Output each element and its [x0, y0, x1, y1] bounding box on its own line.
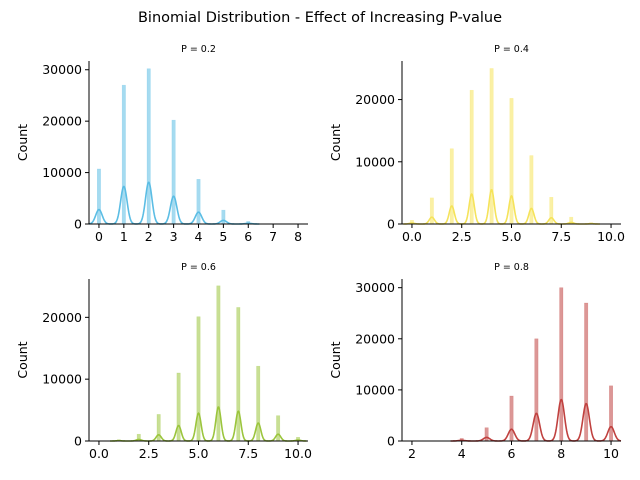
bar: [509, 395, 514, 442]
x-tick-label: 8: [557, 446, 565, 461]
panel-title: P = 0.6: [181, 262, 216, 273]
bar: [256, 365, 261, 442]
bar: [196, 316, 201, 442]
bar: [469, 89, 474, 225]
x-tick-label: 8: [294, 229, 302, 244]
bar: [509, 98, 514, 225]
y-axis-label: Count: [328, 341, 343, 378]
x-tick-label: 10: [603, 446, 619, 461]
y-tick-label: 20000: [355, 331, 395, 346]
y-axis-label: Count: [15, 124, 30, 161]
y-tick-label: 10000: [355, 382, 395, 397]
y-tick-label: 20000: [42, 114, 82, 129]
bar: [236, 307, 241, 442]
bar: [276, 415, 281, 442]
bar: [97, 168, 101, 225]
x-tick-label: 10.0: [284, 446, 312, 461]
x-tick-label: 6: [508, 446, 516, 461]
x-tick-label: 0.0: [89, 446, 109, 461]
bar: [609, 385, 613, 442]
x-tick-label: 10.0: [597, 229, 625, 244]
x-tick-label: 5.0: [189, 446, 209, 461]
y-tick-label: 30000: [42, 62, 82, 77]
bar: [121, 84, 126, 225]
bar: [534, 338, 539, 442]
bar: [146, 68, 151, 225]
y-axis-label: Count: [328, 124, 343, 161]
x-tick-label: 0: [95, 229, 103, 244]
x-tick-label: 0.0: [402, 229, 422, 244]
bar: [584, 302, 589, 442]
y-tick-label: 20000: [42, 310, 82, 325]
y-tick-label: 0: [387, 434, 395, 449]
bar: [429, 197, 434, 225]
figure-title: Binomial Distribution - Effect of Increa…: [138, 10, 502, 26]
bar: [559, 287, 564, 442]
bar: [529, 155, 534, 225]
x-tick-label: 2: [408, 446, 416, 461]
bar: [549, 196, 554, 225]
bar: [489, 68, 494, 225]
x-tick-label: 5: [219, 229, 227, 244]
bar: [156, 414, 161, 442]
bar: [449, 148, 454, 225]
y-tick-label: 0: [74, 217, 82, 232]
x-tick-label: 2.5: [452, 229, 472, 244]
bar: [171, 119, 176, 225]
y-tick-label: 10000: [355, 154, 395, 169]
bar: [196, 179, 201, 225]
y-tick-label: 0: [387, 217, 395, 232]
x-tick-label: 4: [458, 446, 466, 461]
y-tick-label: 10000: [42, 372, 82, 387]
panel-p02: P = 0.2 0 1 2 3 4 5 6 7 8 0 10000 20000 30000 Count: [15, 44, 308, 244]
x-tick-label: 5.0: [502, 229, 522, 244]
panel-p08: P = 0.8 2 4 6 8 10 0 10000 20000 30000 Count: [328, 262, 622, 461]
x-tick-label: 2.5: [139, 446, 159, 461]
y-axis-label: Count: [15, 341, 30, 378]
bar: [221, 209, 226, 225]
panel-title: P = 0.4: [494, 44, 529, 55]
x-tick-label: 7.5: [238, 446, 258, 461]
bar: [484, 427, 489, 442]
x-tick-label: 1: [120, 229, 128, 244]
y-tick-label: 0: [74, 434, 82, 449]
x-tick-label: 6: [244, 229, 252, 244]
x-tick-label: 3: [170, 229, 178, 244]
x-tick-label: 4: [195, 229, 203, 244]
panel-title: P = 0.8: [494, 262, 529, 273]
y-tick-label: 10000: [42, 165, 82, 180]
y-tick-label: 20000: [355, 92, 395, 107]
x-tick-label: 7: [269, 229, 277, 244]
panel-title: P = 0.2: [181, 44, 216, 55]
bar: [216, 285, 221, 442]
panel-p06: P = 0.6 0.0 2.5 5.0 7.5 10.0 0 10000 20000 Count: [15, 262, 312, 461]
x-tick-label: 2: [145, 229, 153, 244]
panel-p04: P = 0.4 0.0 2.5 5.0 7.5 10.0 0 10000 20000 Count: [328, 44, 625, 244]
x-tick-label: 7.5: [551, 229, 571, 244]
y-tick-label: 30000: [355, 280, 395, 295]
bar: [176, 372, 181, 442]
